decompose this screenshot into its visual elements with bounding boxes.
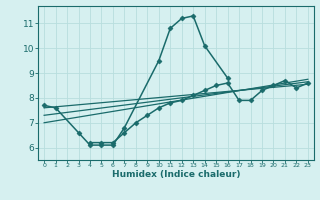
X-axis label: Humidex (Indice chaleur): Humidex (Indice chaleur)	[112, 170, 240, 179]
